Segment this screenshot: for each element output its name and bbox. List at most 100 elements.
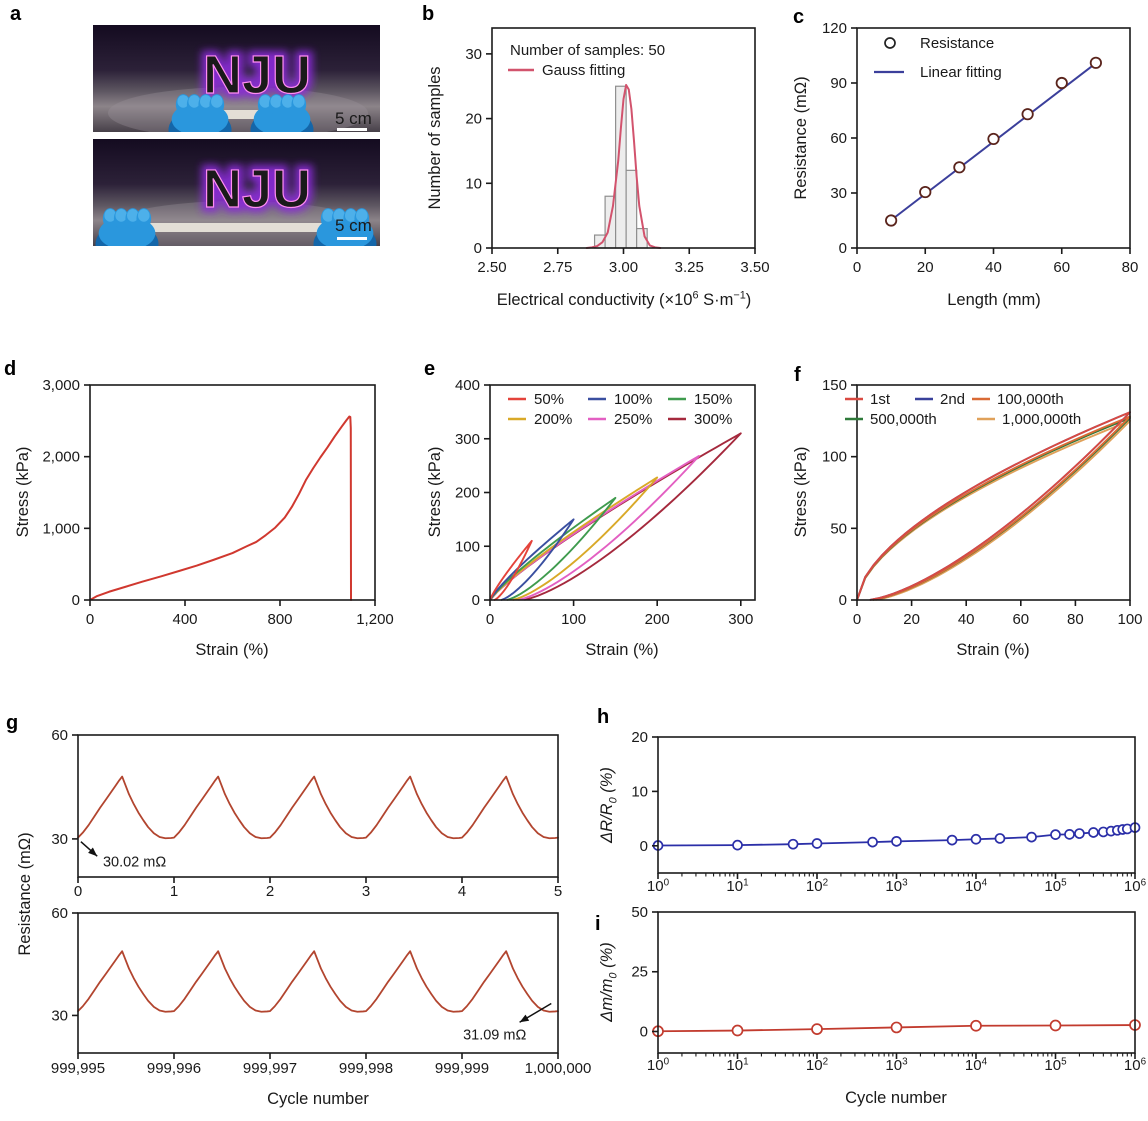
svg-text:106: 106	[1124, 877, 1147, 895]
svg-text:0: 0	[839, 592, 847, 609]
svg-text:80: 80	[1122, 259, 1139, 276]
svg-text:1: 1	[170, 883, 178, 900]
svg-text:0: 0	[74, 883, 82, 900]
svg-text:Number of samples: Number of samples	[426, 66, 444, 209]
svg-text:Stress (kPa): Stress (kPa)	[14, 447, 32, 538]
svg-text:Cycle number: Cycle number	[267, 1090, 369, 1108]
svg-text:5 cm: 5 cm	[335, 109, 372, 128]
svg-text:31.09 mΩ: 31.09 mΩ	[463, 1027, 526, 1043]
svg-text:1st: 1st	[870, 391, 891, 408]
svg-text:0: 0	[472, 592, 480, 609]
svg-text:60: 60	[51, 905, 68, 922]
svg-text:60: 60	[830, 130, 847, 147]
panel-letter-a: a	[10, 3, 22, 25]
svg-text:Length (mm): Length (mm)	[947, 291, 1041, 309]
svg-text:500,000th: 500,000th	[870, 411, 937, 428]
svg-text:100: 100	[647, 1056, 670, 1074]
chart-cyclic-loops: 0 20 40 60 80 100 0 50 100 150 Strain (%) Stress (k…	[792, 377, 1143, 659]
nju-neon-sign: NJU	[203, 45, 311, 105]
panel-letter-f: f	[794, 364, 801, 386]
svg-text:20: 20	[903, 611, 920, 628]
svg-text:50: 50	[830, 520, 847, 537]
svg-text:30: 30	[51, 831, 68, 848]
svg-text:Strain (%): Strain (%)	[956, 641, 1029, 659]
svg-text:Strain (%): Strain (%)	[585, 641, 658, 659]
panel-letter-c: c	[793, 6, 805, 28]
svg-text:10: 10	[631, 783, 648, 800]
svg-text:100: 100	[647, 877, 670, 895]
svg-text:Stress (kPa): Stress (kPa)	[426, 447, 444, 538]
svg-text:0: 0	[853, 611, 861, 628]
svg-text:101: 101	[726, 1056, 749, 1074]
chart-hysteresis-loops: 0 100 200 300 0 100 200 300 400 Strain (%) Stress …	[426, 377, 756, 659]
svg-text:2nd: 2nd	[940, 391, 965, 408]
svg-text:120: 120	[822, 20, 847, 37]
svg-text:999,997: 999,997	[243, 1060, 297, 1077]
svg-text:100: 100	[561, 611, 586, 628]
svg-text:Δm/m0 (%): Δm/m0 (%)	[598, 942, 619, 1022]
svg-text:30: 30	[51, 1007, 68, 1024]
panel-letter-d: d	[4, 358, 17, 380]
panel-letter-g: g	[6, 712, 19, 734]
svg-text:10: 10	[465, 175, 482, 192]
svg-text:3.25: 3.25	[675, 259, 704, 276]
svg-text:30: 30	[830, 185, 847, 202]
svg-text:NJU: NJU	[203, 159, 311, 219]
svg-text:Stress (kPa): Stress (kPa)	[792, 447, 810, 538]
svg-text:100%: 100%	[614, 391, 652, 408]
chart-resistance-vs-length: 0 20 40 60 80 0 30 60 90 120 Length (mm) Resistance…	[792, 20, 1139, 309]
svg-text:999,999: 999,999	[435, 1060, 489, 1077]
svg-text:0: 0	[72, 592, 80, 609]
svg-text:400: 400	[172, 611, 197, 628]
svg-text:400: 400	[455, 377, 480, 394]
svg-text:1,000: 1,000	[42, 520, 80, 537]
svg-text:300: 300	[728, 611, 753, 628]
svg-text:104: 104	[965, 877, 988, 895]
svg-text:40: 40	[958, 611, 975, 628]
svg-text:3,000: 3,000	[42, 377, 80, 394]
svg-text:2.75: 2.75	[543, 259, 572, 276]
svg-text:105: 105	[1044, 877, 1067, 895]
svg-text:0: 0	[486, 611, 494, 628]
svg-text:Strain (%): Strain (%)	[195, 641, 268, 659]
svg-text:101: 101	[726, 877, 749, 895]
svg-text:3: 3	[362, 883, 370, 900]
svg-text:3.50: 3.50	[740, 259, 769, 276]
svg-text:5: 5	[554, 883, 562, 900]
panel-letter-b: b	[422, 3, 435, 25]
panel-letter-i: i	[595, 913, 601, 935]
svg-text:60: 60	[1053, 259, 1070, 276]
svg-text:30: 30	[465, 46, 482, 63]
svg-text:40: 40	[985, 259, 1002, 276]
svg-text:200: 200	[645, 611, 670, 628]
svg-text:200: 200	[455, 485, 480, 502]
svg-text:0: 0	[640, 838, 648, 855]
nju-neon-sign: NJU	[203, 159, 311, 219]
svg-text:999,998: 999,998	[339, 1060, 393, 1077]
svg-text:Resistance (mΩ): Resistance (mΩ)	[16, 832, 34, 955]
svg-text:250%: 250%	[614, 411, 652, 428]
svg-text:20: 20	[631, 729, 648, 746]
svg-text:0: 0	[839, 240, 847, 257]
svg-text:Resistance: Resistance	[920, 35, 994, 52]
svg-text:105: 105	[1044, 1056, 1067, 1074]
svg-text:150: 150	[822, 377, 847, 394]
svg-text:102: 102	[806, 1056, 828, 1074]
svg-text:ΔR/R0 (%): ΔR/R0 (%)	[598, 767, 619, 844]
svg-text:999,995: 999,995	[51, 1060, 105, 1077]
svg-text:200%: 200%	[534, 411, 572, 428]
svg-text:100: 100	[822, 449, 847, 466]
svg-text:90: 90	[830, 75, 847, 92]
svg-text:0: 0	[86, 611, 94, 628]
svg-text:25: 25	[631, 964, 648, 981]
svg-text:0: 0	[640, 1023, 648, 1040]
svg-text:5 cm: 5 cm	[335, 216, 372, 235]
svg-text:80: 80	[1067, 611, 1084, 628]
svg-text:1,200: 1,200	[356, 611, 394, 628]
svg-text:100: 100	[1117, 611, 1142, 628]
svg-text:100: 100	[455, 538, 480, 555]
svg-text:104: 104	[965, 1056, 988, 1074]
svg-text:106: 106	[1124, 1056, 1147, 1074]
